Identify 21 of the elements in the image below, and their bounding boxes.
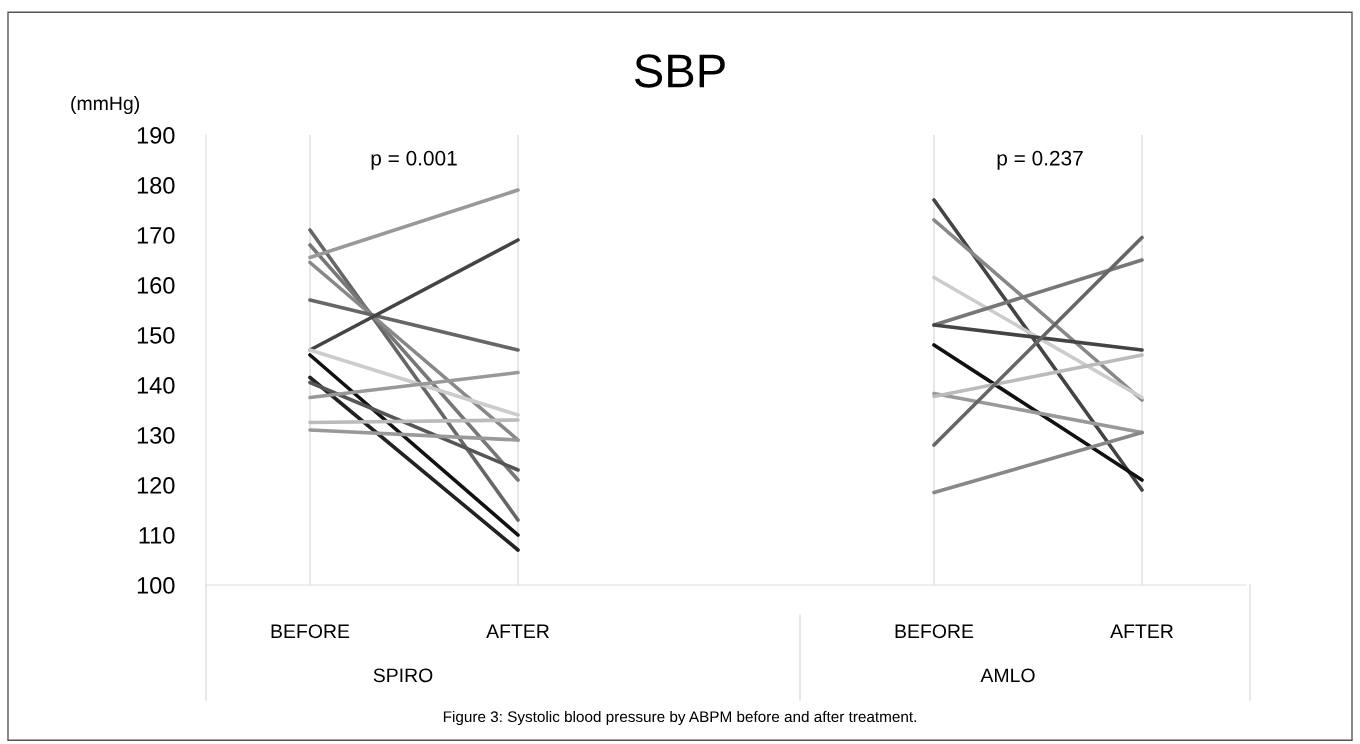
y-tick-label: 130: [137, 427, 175, 444]
x-tick-label: BEFORE: [271, 624, 350, 639]
x-tick-label: BEFORE: [895, 624, 974, 639]
caption: Figure 3: Systolic blood pressure by ABPM before and after treatment.: [443, 710, 916, 726]
annotation: p = 0.237: [997, 150, 1083, 170]
y-tick-label: 190: [137, 127, 175, 144]
y-tick-label: 140: [137, 377, 175, 394]
y-tick-label: 160: [137, 277, 175, 294]
y-tick-label: 150: [137, 327, 175, 344]
x-tick-label: AFTER: [1110, 624, 1173, 638]
text: AMLO: [980, 668, 1035, 683]
y-tick-label: 120: [137, 477, 175, 494]
y-axis-title: (mmHg): [71, 95, 139, 115]
y-tick-label: 100: [137, 577, 175, 594]
annotation: p = 0.001: [371, 150, 457, 170]
y-tick-label: 170: [137, 227, 175, 244]
chart-title: SBP: [634, 54, 725, 88]
text: SPIRO: [373, 668, 433, 683]
y-tick-label: 110: [139, 527, 175, 544]
y-tick-label: 180: [137, 177, 175, 194]
x-tick-label: AFTER: [486, 624, 549, 638]
